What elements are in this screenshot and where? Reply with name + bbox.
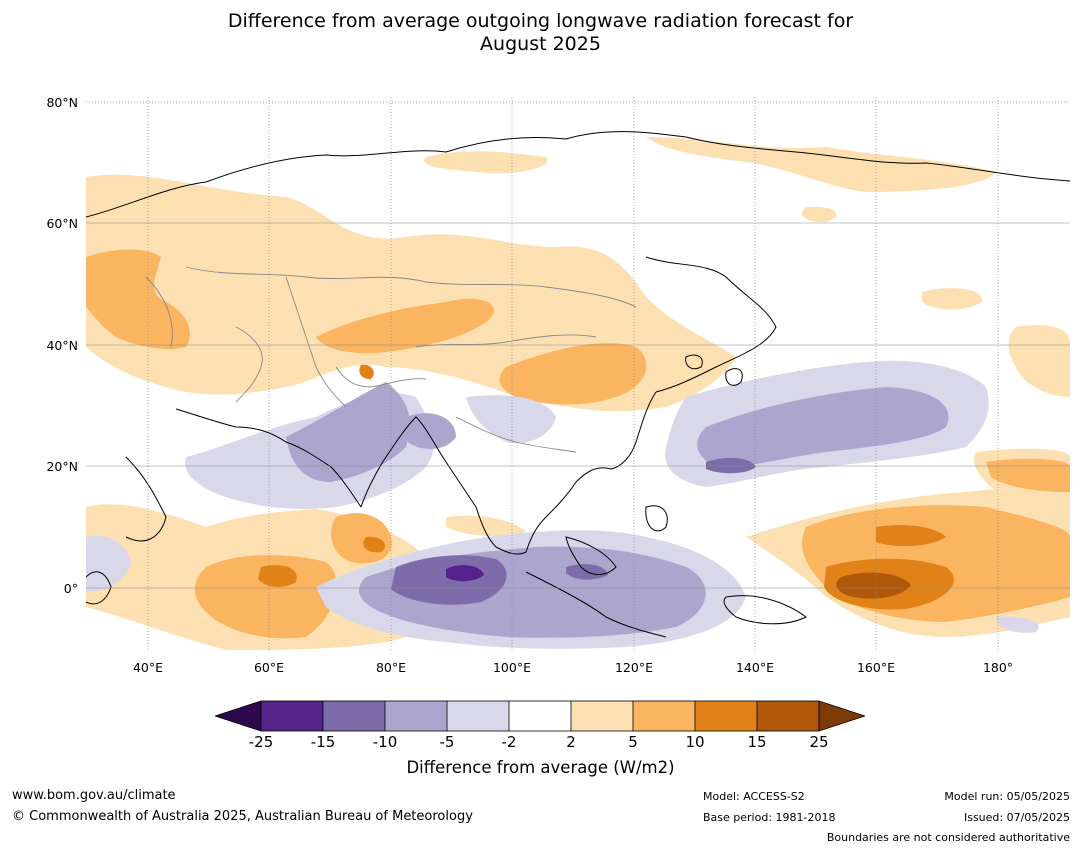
- lon-label-160e: 160°E: [856, 660, 895, 675]
- map-title: Difference from average outgoing longwav…: [0, 10, 1081, 56]
- colorbar-tick-neg25: -25: [248, 733, 274, 751]
- colorbar-tick-25: 25: [809, 733, 829, 751]
- colorbar-tick-2: 2: [566, 733, 576, 751]
- footer-model: Model: ACCESS-S2: [703, 790, 805, 803]
- lat-label-80n: 80°N: [46, 95, 78, 110]
- footer-model-run: Model run: 05/05/2025: [944, 790, 1070, 803]
- colorbar-bin-neg5-neg2: [447, 701, 509, 731]
- title-line-2: August 2025: [480, 33, 601, 55]
- title-line-1: Difference from average outgoing longwav…: [227, 10, 854, 32]
- colorbar-tick-neg10: -10: [372, 733, 398, 751]
- colorbar-bin-neg2-2: [509, 701, 571, 731]
- colorbar-bin-10-15: [695, 701, 757, 731]
- colorbar-tick-10: 10: [685, 733, 705, 751]
- lat-label-20n: 20°N: [46, 459, 78, 474]
- anomaly-map-svg: [86, 97, 1070, 650]
- lon-label-80e: 80°E: [375, 660, 407, 675]
- lat-label-equator: 0°: [63, 581, 78, 596]
- colorbar: [215, 700, 865, 732]
- colorbar-tick-neg2: -2: [501, 733, 517, 751]
- lon-label-100e: 100°E: [492, 660, 531, 675]
- colorbar-label: Difference from average (W/m2): [406, 758, 675, 777]
- lon-label-180: 180°: [982, 660, 1014, 675]
- colorbar-below-min: [215, 700, 262, 732]
- lat-label-40n: 40°N: [46, 338, 78, 353]
- footer-copyright: © Commonwealth of Australia 2025, Austra…: [12, 809, 473, 824]
- footer-url[interactable]: www.bom.gov.au/climate: [12, 788, 176, 803]
- anomaly-map: [86, 97, 1070, 650]
- lon-label-60e: 60°E: [253, 660, 285, 675]
- colorbar-bin-lt-neg15: [261, 701, 323, 731]
- colorbar-bin-neg15-neg10: [323, 701, 385, 731]
- footer-base-period: Base period: 1981-2018: [703, 811, 836, 824]
- colorbar-above-max: [818, 700, 865, 732]
- anomaly-negative-lt-15: [446, 565, 484, 582]
- colorbar-tick-5: 5: [628, 733, 638, 751]
- footer-issued: Issued: 07/05/2025: [963, 811, 1070, 824]
- colorbar-bin-neg10-neg5: [385, 701, 447, 731]
- colorbar-bin-15-25: [757, 701, 819, 731]
- lon-label-140e: 140°E: [735, 660, 774, 675]
- lat-label-60n: 60°N: [46, 216, 78, 231]
- coastlines: [86, 131, 1070, 638]
- colorbar-tick-neg15: -15: [310, 733, 336, 751]
- colorbar-bin-5-10: [633, 701, 695, 731]
- lon-label-120e: 120°E: [614, 660, 653, 675]
- anomaly-positive-15-25: [836, 572, 911, 599]
- country-boundaries: [145, 266, 637, 453]
- colorbar-tick-15: 15: [747, 733, 767, 751]
- graticule: [86, 97, 1070, 650]
- colorbar-tick-neg5: -5: [439, 733, 455, 751]
- footer-disclaimer: Boundaries are not considered authoritat…: [826, 831, 1070, 844]
- colorbar-bin-2-5: [571, 701, 633, 731]
- lon-label-40e: 40°E: [132, 660, 164, 675]
